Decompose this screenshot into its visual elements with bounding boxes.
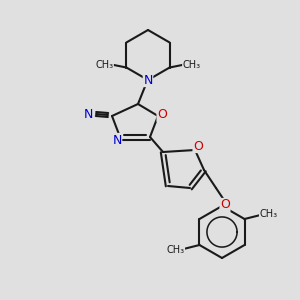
Text: CH₃: CH₃	[260, 209, 278, 219]
Text: O: O	[220, 199, 230, 212]
Text: N: N	[143, 74, 153, 86]
Text: CH₃: CH₃	[95, 59, 113, 70]
Text: CH₃: CH₃	[183, 59, 201, 70]
Text: CH₃: CH₃	[167, 245, 184, 255]
Text: N: N	[83, 107, 93, 121]
Text: N: N	[112, 134, 122, 146]
Text: O: O	[157, 109, 167, 122]
Text: O: O	[193, 140, 203, 152]
